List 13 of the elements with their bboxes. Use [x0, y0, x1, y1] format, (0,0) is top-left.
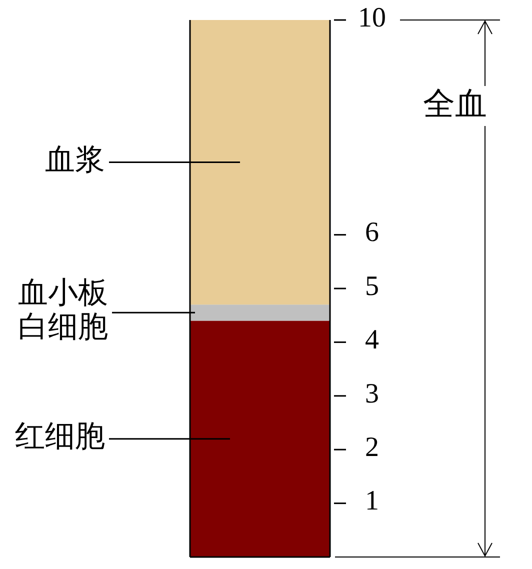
y-tick-label: 4 — [365, 324, 379, 356]
y-tick-label: 10 — [358, 2, 386, 34]
y-tick-label: 6 — [365, 217, 379, 248]
text: 红细胞 — [15, 420, 105, 453]
y-tick-label: 2 — [365, 432, 379, 464]
text: 全血 — [423, 85, 487, 122]
text: 血浆 — [45, 143, 105, 176]
y-tick-label: 1 — [365, 486, 379, 517]
bar — [190, 20, 330, 305]
y-tick-label: 3 — [365, 378, 379, 410]
bar — [190, 304, 330, 321]
text: 血小板白细胞 — [18, 276, 108, 344]
y-tick-label: 5 — [365, 270, 379, 302]
